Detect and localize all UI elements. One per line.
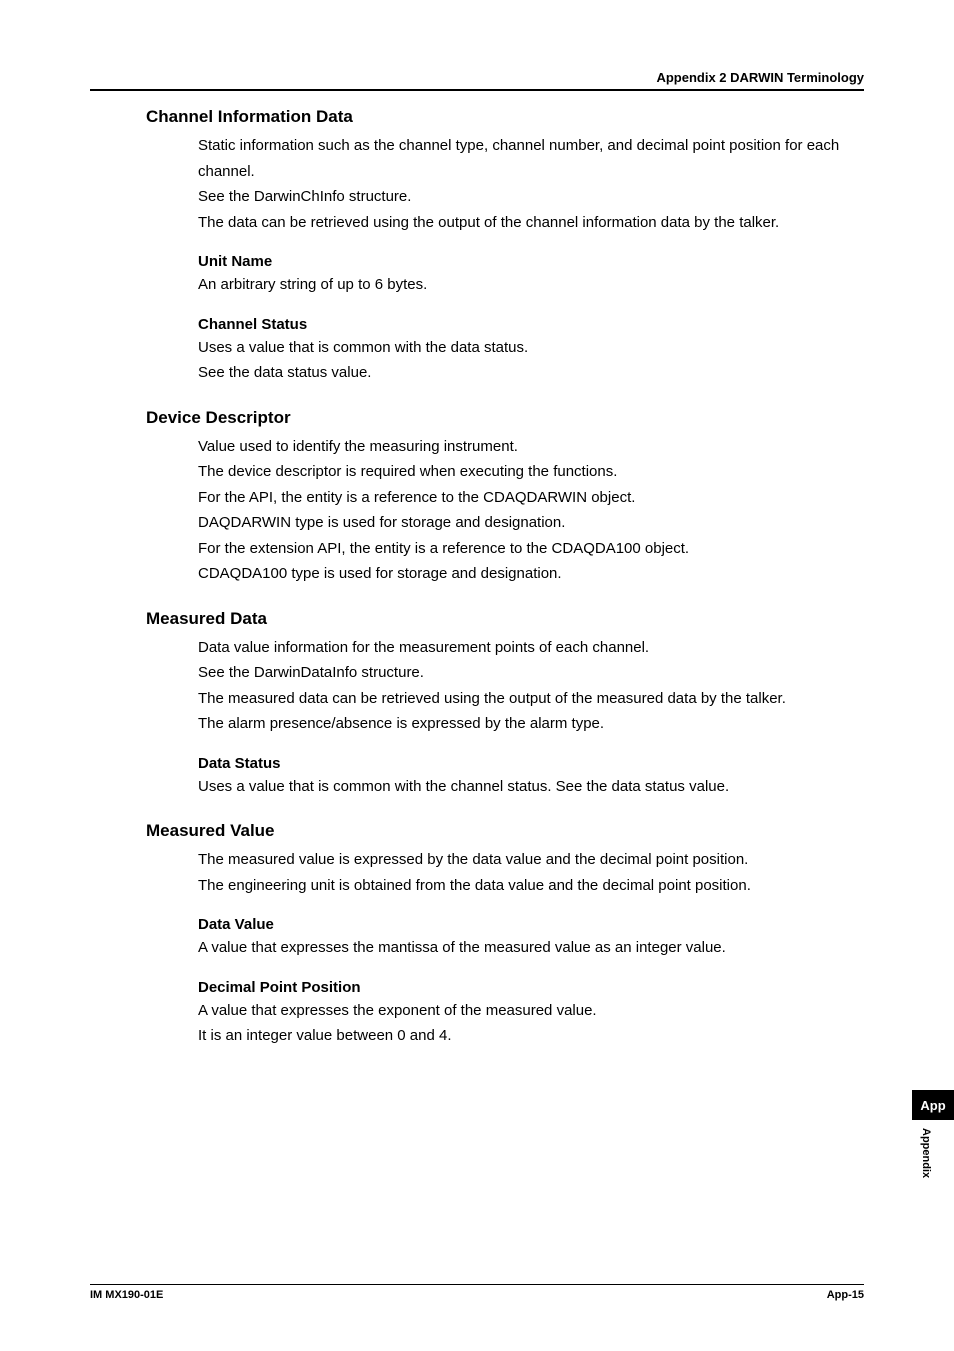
section-device-desc-title: Device Descriptor xyxy=(146,408,864,428)
paragraph: The engineering unit is obtained from th… xyxy=(198,873,854,899)
section-measured-data-title: Measured Data xyxy=(146,609,864,629)
paragraph: CDAQDA100 type is used for storage and d… xyxy=(198,561,854,587)
measured-data-body: Data value information for the measureme… xyxy=(198,635,854,737)
paragraph: Data value information for the measureme… xyxy=(198,635,854,661)
paragraph: The measured data can be retrieved using… xyxy=(198,686,854,712)
channel-info-body: Static information such as the channel t… xyxy=(198,133,854,235)
paragraph: See the data status value. xyxy=(198,360,854,386)
decimal-point-heading: Decimal Point Position xyxy=(198,979,864,996)
paragraph: See the DarwinDataInfo structure. xyxy=(198,660,854,686)
data-status-heading: Data Status xyxy=(198,755,864,772)
paragraph: For the extension API, the entity is a r… xyxy=(198,536,854,562)
side-tab-label: App xyxy=(920,1098,945,1113)
paragraph: Static information such as the channel t… xyxy=(198,133,854,184)
measured-value-body: The measured value is expressed by the d… xyxy=(198,847,854,898)
footer-bar: IM MX190-01E App-15 xyxy=(90,1284,864,1301)
paragraph: The measured value is expressed by the d… xyxy=(198,847,854,873)
unit-name-heading: Unit Name xyxy=(198,253,864,270)
header-bar: Appendix 2 DARWIN Terminology xyxy=(90,70,864,91)
footer-left: IM MX190-01E xyxy=(90,1289,163,1301)
decimal-point-body: A value that expresses the exponent of t… xyxy=(198,998,854,1049)
page-content: Appendix 2 DARWIN Terminology Channel In… xyxy=(0,0,954,1351)
channel-status-body: Uses a value that is common with the dat… xyxy=(198,335,854,386)
paragraph: Value used to identify the measuring ins… xyxy=(198,434,854,460)
data-value-body: A value that expresses the mantissa of t… xyxy=(198,935,854,961)
paragraph: DAQDARWIN type is used for storage and d… xyxy=(198,510,854,536)
data-value-heading: Data Value xyxy=(198,916,864,933)
paragraph: Uses a value that is common with the dat… xyxy=(198,335,854,361)
paragraph: A value that expresses the mantissa of t… xyxy=(198,935,854,961)
footer-right: App-15 xyxy=(827,1289,864,1301)
paragraph: Uses a value that is common with the cha… xyxy=(198,774,854,800)
side-vertical-label: Appendix xyxy=(920,1128,932,1178)
paragraph: It is an integer value between 0 and 4. xyxy=(198,1023,854,1049)
section-measured-value-title: Measured Value xyxy=(146,821,864,841)
paragraph: The data can be retrieved using the outp… xyxy=(198,210,854,236)
paragraph: The alarm presence/absence is expressed … xyxy=(198,711,854,737)
side-tab-app: App xyxy=(912,1090,954,1120)
unit-name-body: An arbitrary string of up to 6 bytes. xyxy=(198,272,854,298)
paragraph: The device descriptor is required when e… xyxy=(198,459,854,485)
paragraph: See the DarwinChInfo structure. xyxy=(198,184,854,210)
paragraph: An arbitrary string of up to 6 bytes. xyxy=(198,272,854,298)
channel-status-heading: Channel Status xyxy=(198,316,864,333)
device-desc-body: Value used to identify the measuring ins… xyxy=(198,434,854,587)
header-right-text: Appendix 2 DARWIN Terminology xyxy=(656,70,864,85)
section-channel-info-title: Channel Information Data xyxy=(146,107,864,127)
data-status-body: Uses a value that is common with the cha… xyxy=(198,774,854,800)
paragraph: A value that expresses the exponent of t… xyxy=(198,998,854,1024)
paragraph: For the API, the entity is a reference t… xyxy=(198,485,854,511)
